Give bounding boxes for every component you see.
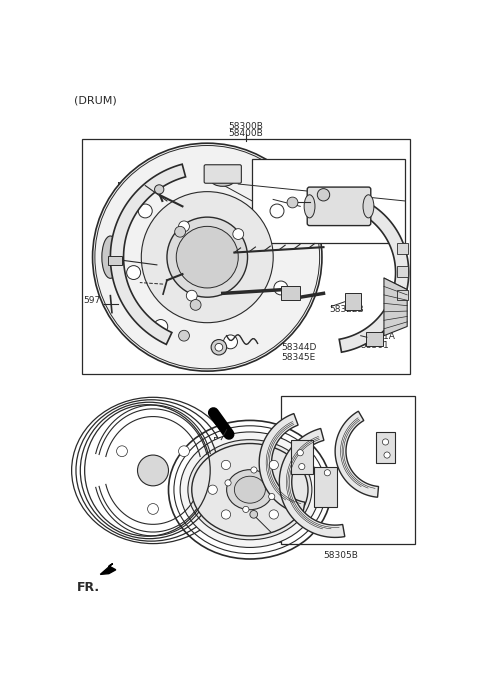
Text: 58300B: 58300B xyxy=(228,122,264,131)
Text: 58361: 58361 xyxy=(360,341,389,350)
FancyBboxPatch shape xyxy=(204,165,241,183)
Ellipse shape xyxy=(141,192,273,323)
Circle shape xyxy=(270,204,284,218)
Bar xyxy=(397,243,408,254)
Text: 58323: 58323 xyxy=(128,192,157,201)
Circle shape xyxy=(324,470,330,476)
Text: 58411A: 58411A xyxy=(212,437,247,446)
Circle shape xyxy=(179,330,190,341)
Text: 58330A: 58330A xyxy=(316,164,350,173)
Ellipse shape xyxy=(188,440,312,540)
Bar xyxy=(376,432,395,463)
Bar xyxy=(82,139,410,374)
Text: 58366A: 58366A xyxy=(232,326,267,335)
Ellipse shape xyxy=(227,470,273,510)
Polygon shape xyxy=(335,411,379,497)
Ellipse shape xyxy=(234,476,265,503)
Text: 58356A: 58356A xyxy=(232,318,267,327)
Circle shape xyxy=(269,460,278,470)
Circle shape xyxy=(251,467,257,473)
Circle shape xyxy=(287,197,298,208)
Ellipse shape xyxy=(211,174,234,186)
Circle shape xyxy=(127,266,141,279)
Circle shape xyxy=(190,299,201,310)
Text: 58345E: 58345E xyxy=(281,353,315,362)
Bar xyxy=(281,286,300,299)
Circle shape xyxy=(175,226,186,237)
Circle shape xyxy=(299,464,305,470)
Bar xyxy=(366,332,383,345)
Bar xyxy=(291,440,312,475)
Circle shape xyxy=(233,228,244,239)
Circle shape xyxy=(179,221,190,232)
Text: 58350: 58350 xyxy=(271,290,300,299)
Circle shape xyxy=(167,217,248,297)
Ellipse shape xyxy=(93,143,322,371)
Circle shape xyxy=(137,455,168,486)
Ellipse shape xyxy=(304,194,315,218)
Circle shape xyxy=(274,281,288,295)
Text: 58344D: 58344D xyxy=(281,343,316,352)
Polygon shape xyxy=(339,203,409,352)
Circle shape xyxy=(215,343,223,351)
Circle shape xyxy=(186,290,197,301)
Bar xyxy=(345,293,360,310)
Ellipse shape xyxy=(192,443,308,536)
Text: 58312A: 58312A xyxy=(198,355,233,364)
Circle shape xyxy=(297,449,303,456)
Polygon shape xyxy=(384,278,407,336)
Text: (DRUM): (DRUM) xyxy=(74,95,117,105)
Polygon shape xyxy=(110,164,186,344)
Ellipse shape xyxy=(363,194,374,218)
FancyBboxPatch shape xyxy=(307,187,371,226)
Text: 1220FS: 1220FS xyxy=(268,536,301,545)
Circle shape xyxy=(383,439,389,445)
Circle shape xyxy=(216,165,230,180)
Circle shape xyxy=(155,185,164,194)
Bar xyxy=(108,256,122,265)
Text: 58399A: 58399A xyxy=(93,257,127,266)
Text: 58314: 58314 xyxy=(267,196,296,205)
Circle shape xyxy=(250,511,258,518)
Circle shape xyxy=(221,460,230,470)
Text: 58348: 58348 xyxy=(116,182,144,190)
Circle shape xyxy=(176,226,238,288)
Circle shape xyxy=(224,335,238,349)
Bar xyxy=(397,290,408,301)
Polygon shape xyxy=(100,564,116,575)
Circle shape xyxy=(384,452,390,458)
Circle shape xyxy=(138,204,152,218)
Circle shape xyxy=(154,320,168,333)
Text: 58386B: 58386B xyxy=(132,273,166,282)
Bar xyxy=(252,158,405,243)
Polygon shape xyxy=(259,413,305,514)
Circle shape xyxy=(179,446,190,456)
Text: 58355: 58355 xyxy=(152,309,180,318)
Bar xyxy=(281,396,415,543)
Bar xyxy=(397,267,408,277)
Text: 58311A: 58311A xyxy=(360,332,396,341)
Ellipse shape xyxy=(102,236,119,278)
Text: 59775: 59775 xyxy=(83,296,112,305)
Text: 58305B: 58305B xyxy=(323,551,358,560)
Text: 58400B: 58400B xyxy=(228,129,264,138)
Circle shape xyxy=(317,188,330,201)
Text: FR.: FR. xyxy=(77,581,100,594)
Ellipse shape xyxy=(180,432,320,547)
Circle shape xyxy=(269,494,275,500)
Circle shape xyxy=(243,507,249,513)
Circle shape xyxy=(225,480,231,486)
Circle shape xyxy=(269,510,278,519)
Circle shape xyxy=(211,339,227,355)
Text: 58365: 58365 xyxy=(152,318,180,327)
Circle shape xyxy=(208,485,217,494)
Circle shape xyxy=(221,510,230,519)
Circle shape xyxy=(147,504,158,514)
Circle shape xyxy=(117,446,127,456)
Polygon shape xyxy=(279,428,345,537)
Text: 58322B: 58322B xyxy=(330,305,364,314)
Bar xyxy=(314,466,337,507)
